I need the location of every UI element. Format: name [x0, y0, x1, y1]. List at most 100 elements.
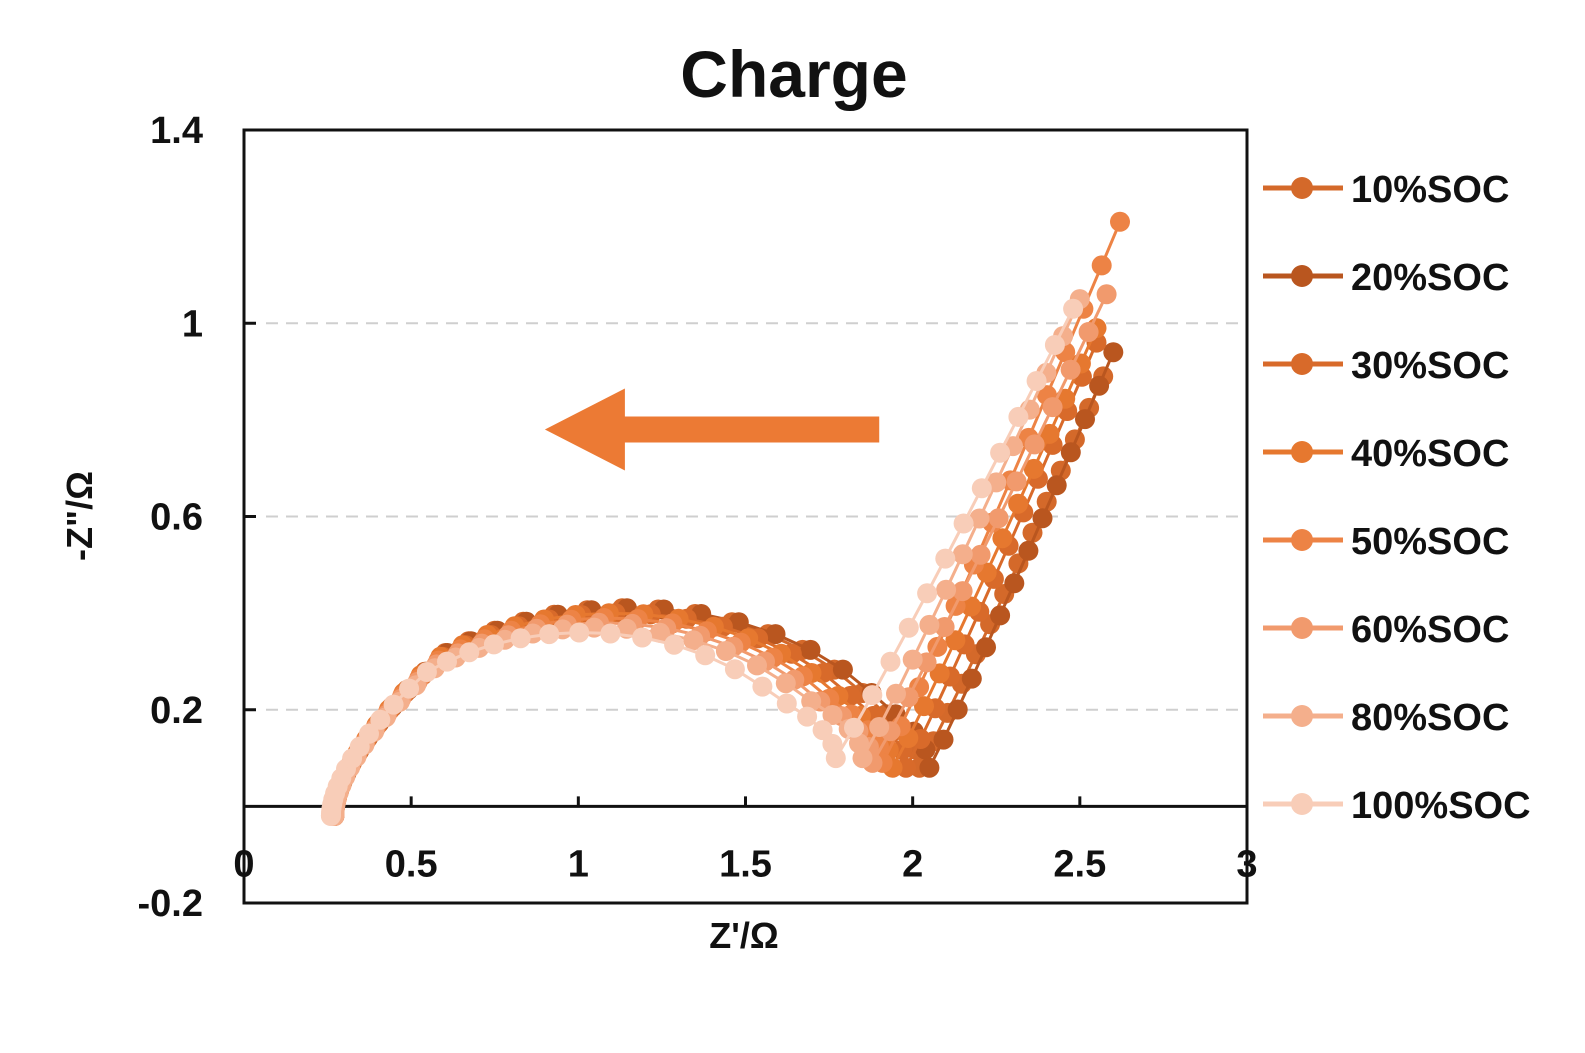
- series-7-point-38: [898, 617, 919, 638]
- legend-swatch-marker-6: [1291, 705, 1313, 727]
- series-6-point-27: [715, 641, 736, 661]
- legend-item-4: 50%SOC: [1263, 521, 1509, 563]
- series-7-point-16: [399, 678, 420, 699]
- series-7-point-29: [752, 676, 773, 697]
- series-1-point-39: [990, 605, 1011, 626]
- series-1-point-27: [765, 624, 786, 645]
- series-5-point-42: [1006, 471, 1027, 492]
- series-6-point-39: [936, 579, 957, 600]
- series-3-point-43: [1023, 458, 1044, 479]
- series-6-point-28: [747, 655, 767, 676]
- series-4-point-46: [1091, 255, 1112, 276]
- legend-label-1: 20%SOC: [1351, 257, 1509, 299]
- series-7-point-32: [812, 720, 833, 741]
- series-6-point-37: [902, 649, 923, 670]
- series-6-point-35: [869, 717, 890, 737]
- x-tick-label-3: 1.5: [719, 843, 772, 885]
- series-3-point-38: [945, 630, 966, 651]
- series-1-point-47: [1103, 342, 1124, 363]
- series-7-point-41: [953, 513, 974, 534]
- series-layer: [320, 211, 1130, 826]
- legend: 10%SOC 20%SOC 30%SOC 40%SOC 50%SOC 60%SOC 80%S…: [1263, 169, 1531, 827]
- x-tick-label-1: 0.5: [385, 843, 438, 885]
- series-3-point-39: [961, 596, 981, 617]
- series-7-point-23: [569, 622, 590, 643]
- legend-item-3: 40%SOC: [1263, 433, 1509, 475]
- x-tick-label-5: 2.5: [1053, 843, 1106, 885]
- series-1-point-36: [947, 699, 968, 720]
- series-5-point-41: [988, 508, 1009, 529]
- legend-swatch-marker-0: [1291, 177, 1313, 199]
- chart-title: Charge: [680, 37, 907, 111]
- series-7-point-22: [539, 624, 560, 645]
- legend-item-0: 10%SOC: [1263, 169, 1509, 211]
- series-1-point-41: [1018, 540, 1039, 561]
- y-tick-label-4: 1.4: [150, 110, 203, 152]
- series-7-point-18: [437, 651, 457, 672]
- legend-label-2: 30%SOC: [1351, 345, 1509, 387]
- series-7-point-28: [724, 659, 745, 680]
- series-6-point-29: [775, 673, 796, 694]
- series-6-point-26: [683, 630, 704, 651]
- series-7-point-45: [1026, 371, 1047, 391]
- series-5-point-43: [1024, 434, 1045, 455]
- direction-arrow: [544, 388, 880, 471]
- series-7-point-24: [600, 623, 621, 644]
- series-1-point-34: [919, 757, 940, 778]
- series-7-point-40: [935, 548, 956, 569]
- series-3-point-37: [929, 663, 950, 684]
- legend-item-7: 100%SOC: [1263, 785, 1531, 827]
- series-1-point-26: [728, 612, 749, 633]
- series-7-point-17: [416, 662, 437, 682]
- y-tick-label-2: 0.6: [150, 497, 203, 539]
- series-4-point-47: [1110, 211, 1130, 232]
- series-7-point-39: [917, 583, 938, 604]
- y-tick-label-0: -0.2: [138, 883, 203, 925]
- series-7-point-21: [510, 628, 531, 649]
- series-6-point-34: [852, 748, 873, 769]
- series-1-point-29: [832, 659, 853, 680]
- series-3-point-41: [992, 528, 1013, 549]
- series-1-point-42: [1032, 508, 1053, 529]
- legend-label-6: 80%SOC: [1351, 697, 1509, 739]
- series-7-point-37: [880, 651, 901, 672]
- series-6-point-31: [822, 705, 843, 725]
- series-7-point-43: [990, 442, 1011, 463]
- series-6-point-41: [969, 508, 990, 529]
- series-7-point-44: [1008, 406, 1029, 427]
- series-7-point-34: [825, 748, 846, 769]
- series-7-point-35: [844, 717, 864, 738]
- series-7-point-13: [359, 723, 379, 744]
- legend-item-2: 30%SOC: [1263, 345, 1509, 387]
- legend-swatch-marker-1: [1291, 265, 1313, 287]
- series-7-point-31: [797, 706, 818, 727]
- series-7-point-15: [383, 694, 404, 715]
- series-7-point-19: [459, 642, 480, 663]
- series-7-point-30: [776, 693, 797, 714]
- x-tick-label-6: 3: [1236, 843, 1257, 885]
- series-5-point-38: [934, 617, 955, 637]
- series-5-point-44: [1042, 397, 1063, 418]
- legend-swatch-marker-7: [1291, 793, 1313, 815]
- series-1-point-43: [1046, 475, 1067, 496]
- series-7-point-26: [664, 634, 685, 655]
- series-7-point-25: [632, 627, 653, 648]
- series-5-point-39: [952, 581, 973, 602]
- legend-item-5: 60%SOC: [1263, 609, 1509, 651]
- series-7-point-27: [695, 645, 716, 666]
- series-7-point-20: [483, 634, 504, 655]
- series-1-point-35: [933, 729, 954, 750]
- series-6-point-40: [952, 544, 973, 565]
- series-60%SOC: [324, 284, 1117, 826]
- series-1-point-45: [1075, 409, 1095, 430]
- legend-label-4: 50%SOC: [1351, 521, 1509, 563]
- series-5-point-45: [1060, 359, 1081, 380]
- series-6-point-30: [801, 691, 822, 712]
- series-5-point-40: [970, 544, 991, 565]
- series-7-point-14: [370, 709, 391, 730]
- series-6-point-38: [919, 614, 940, 635]
- series-1-point-37: [961, 668, 982, 689]
- series-100%SOC: [320, 298, 1084, 826]
- series-6-point-36: [886, 683, 906, 704]
